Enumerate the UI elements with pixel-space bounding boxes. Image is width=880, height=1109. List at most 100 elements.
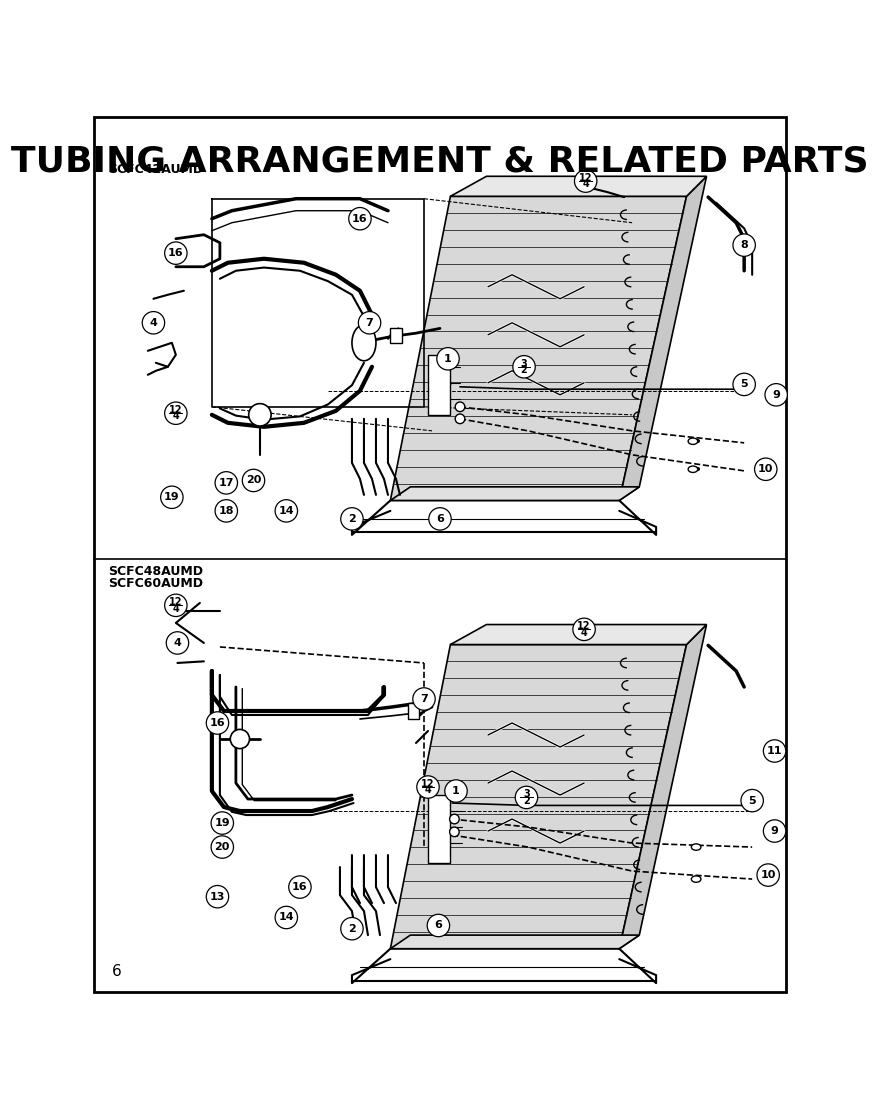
Polygon shape: [391, 196, 686, 500]
Circle shape: [763, 820, 786, 842]
Polygon shape: [620, 624, 707, 948]
Text: SCFC42AUMD: SCFC42AUMD: [108, 163, 203, 175]
Circle shape: [275, 500, 297, 522]
Circle shape: [575, 170, 597, 192]
Circle shape: [444, 780, 467, 802]
Circle shape: [733, 374, 755, 396]
Circle shape: [741, 790, 763, 812]
Text: 3: 3: [521, 358, 527, 368]
Circle shape: [358, 312, 381, 334]
Circle shape: [455, 414, 465, 424]
Text: 10: 10: [760, 871, 776, 881]
Text: 19: 19: [164, 492, 180, 502]
Text: 4: 4: [425, 785, 431, 795]
Text: 12: 12: [169, 597, 183, 607]
Circle shape: [573, 618, 595, 641]
Polygon shape: [451, 624, 707, 644]
Ellipse shape: [352, 325, 376, 360]
Text: 17: 17: [218, 478, 234, 488]
Circle shape: [165, 242, 187, 264]
Circle shape: [211, 812, 233, 834]
Text: 4: 4: [172, 603, 180, 613]
Circle shape: [211, 836, 233, 858]
Ellipse shape: [692, 844, 701, 851]
Circle shape: [206, 885, 229, 908]
Polygon shape: [620, 176, 707, 500]
Circle shape: [166, 632, 188, 654]
Ellipse shape: [688, 466, 698, 472]
Circle shape: [450, 827, 459, 836]
Text: 14: 14: [278, 506, 294, 516]
Circle shape: [161, 486, 183, 508]
Text: 9: 9: [771, 826, 779, 836]
Circle shape: [348, 207, 371, 230]
Text: 4: 4: [172, 411, 180, 421]
Text: 4: 4: [583, 180, 589, 190]
Text: 18: 18: [218, 506, 234, 516]
Text: SCFC48AUMD: SCFC48AUMD: [108, 566, 202, 578]
Circle shape: [165, 594, 187, 617]
Text: 6: 6: [436, 513, 444, 523]
Bar: [408, 703, 419, 719]
Circle shape: [763, 740, 786, 762]
Text: 20: 20: [246, 476, 261, 486]
Circle shape: [275, 906, 297, 928]
Text: 16: 16: [292, 882, 308, 892]
Text: 16: 16: [352, 214, 368, 224]
Text: 5: 5: [748, 795, 756, 805]
Text: 8: 8: [740, 241, 748, 251]
Polygon shape: [391, 644, 686, 948]
Ellipse shape: [692, 876, 701, 883]
Text: 7: 7: [420, 694, 428, 704]
Circle shape: [143, 312, 165, 334]
Circle shape: [413, 688, 436, 710]
Circle shape: [206, 712, 229, 734]
Text: 12: 12: [577, 621, 590, 631]
Circle shape: [427, 914, 450, 937]
Text: 4: 4: [173, 638, 181, 648]
Circle shape: [249, 404, 271, 426]
Circle shape: [455, 403, 465, 411]
Text: 2: 2: [523, 795, 530, 805]
Circle shape: [765, 384, 788, 406]
Text: 10: 10: [758, 465, 774, 475]
FancyBboxPatch shape: [428, 795, 451, 863]
Text: 20: 20: [215, 842, 230, 852]
Circle shape: [341, 917, 363, 940]
Circle shape: [757, 864, 780, 886]
Text: SCFC60AUMD: SCFC60AUMD: [108, 577, 202, 590]
Text: 14: 14: [278, 913, 294, 923]
Circle shape: [733, 234, 755, 256]
Circle shape: [450, 814, 459, 824]
Bar: [391, 328, 401, 343]
Polygon shape: [451, 176, 707, 196]
Circle shape: [429, 508, 451, 530]
Text: 16: 16: [168, 248, 184, 258]
Circle shape: [513, 356, 535, 378]
Text: 12: 12: [579, 173, 592, 183]
Polygon shape: [391, 935, 639, 948]
Ellipse shape: [688, 438, 698, 445]
Text: 4: 4: [150, 318, 158, 328]
Circle shape: [516, 786, 538, 808]
Text: 1: 1: [444, 354, 451, 364]
Text: 6: 6: [112, 964, 121, 979]
Polygon shape: [391, 487, 639, 500]
FancyBboxPatch shape: [428, 355, 451, 415]
Text: 6: 6: [435, 920, 443, 930]
Text: 7: 7: [366, 318, 373, 328]
Text: 2: 2: [348, 513, 356, 523]
Text: 12: 12: [422, 779, 435, 788]
Text: 1: 1: [452, 786, 460, 796]
Text: 9: 9: [773, 390, 780, 400]
Circle shape: [289, 876, 312, 898]
Text: 13: 13: [209, 892, 225, 902]
Text: 12: 12: [169, 405, 183, 415]
Circle shape: [242, 469, 265, 491]
Text: 19: 19: [215, 818, 230, 828]
Circle shape: [165, 403, 187, 425]
Text: 3: 3: [523, 790, 530, 800]
Text: 11: 11: [766, 746, 782, 756]
Text: TUBING ARRANGEMENT & RELATED PARTS: TUBING ARRANGEMENT & RELATED PARTS: [11, 144, 869, 179]
Text: 2: 2: [348, 924, 356, 934]
